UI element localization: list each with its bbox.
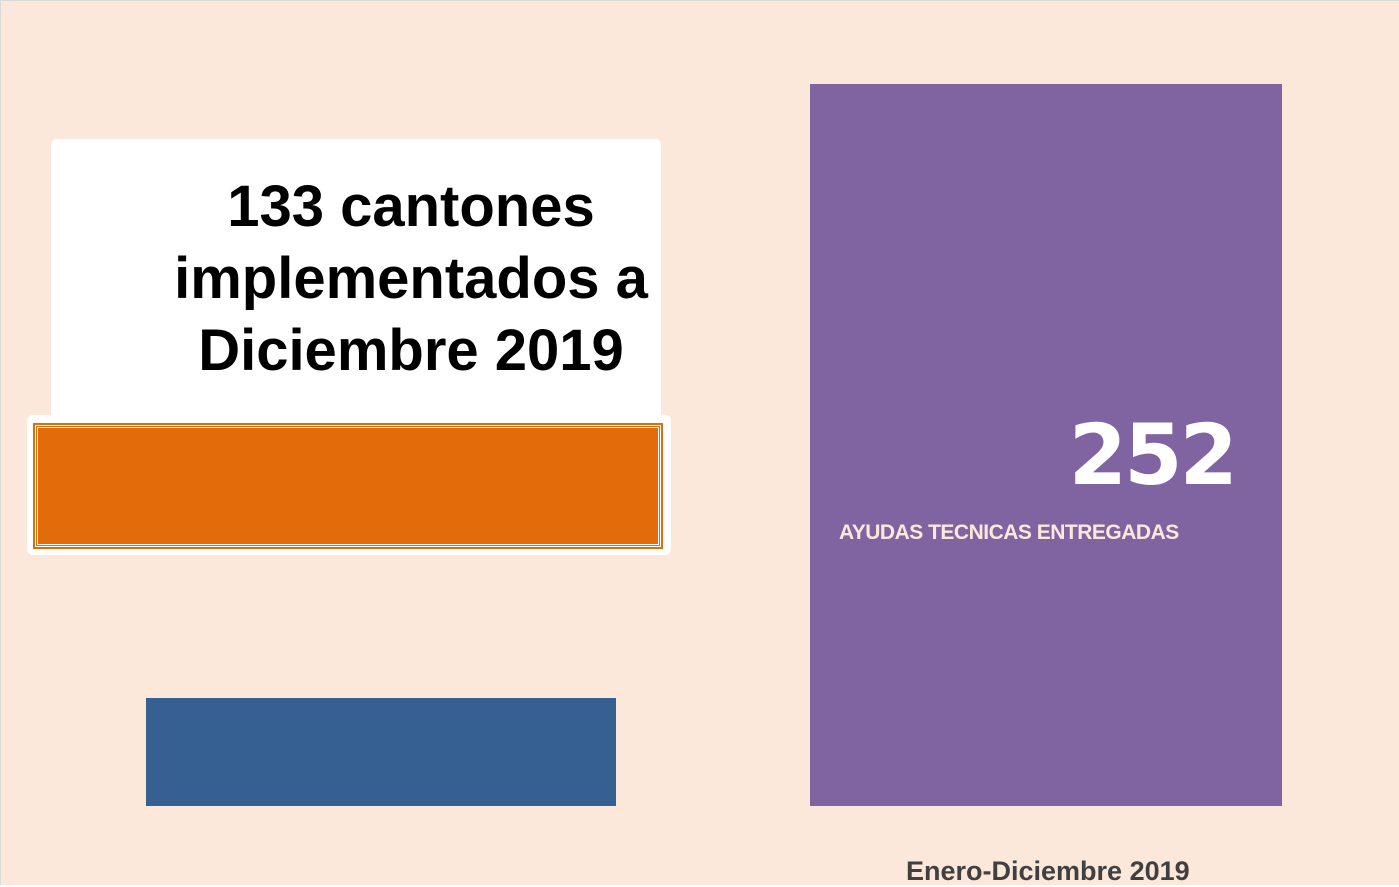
title: 133 cantones implementados a Diciembre 2… bbox=[174, 174, 648, 383]
blue-box bbox=[146, 698, 616, 806]
number-label: AYUDAS TECNICAS ENTREGADAS bbox=[839, 521, 1179, 544]
big-number: 252 bbox=[1068, 406, 1238, 504]
footer: Enero-Diciembre 2019 bbox=[906, 856, 1190, 886]
orange-bar bbox=[33, 423, 663, 549]
purple-card bbox=[810, 84, 1282, 806]
title-card bbox=[51, 139, 661, 429]
